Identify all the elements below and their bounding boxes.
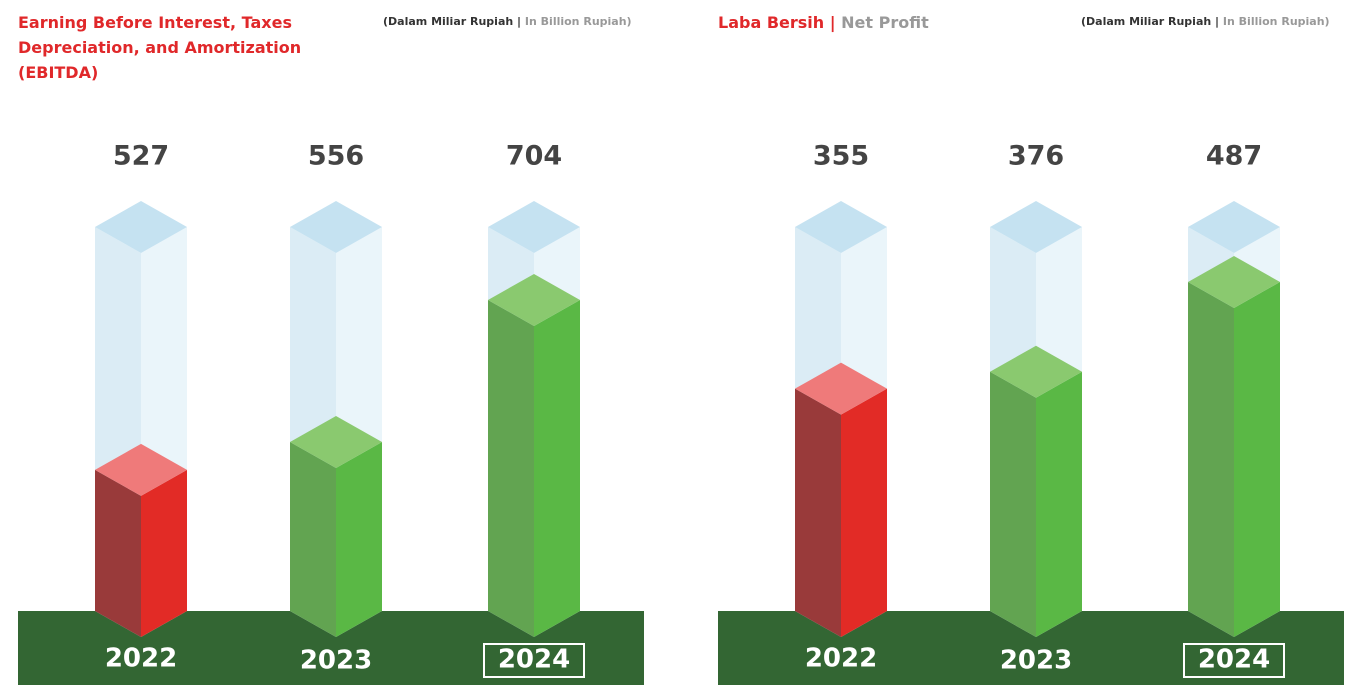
ghost-column-top [488,201,580,253]
subtitle-part: (Dalam Miliar Rupiah | [383,15,522,28]
chart-subtitle: (Dalam Miliar Rupiah | In Billion Rupiah… [1081,15,1330,28]
ghost-column-top [290,201,382,253]
bar-top [488,273,580,326]
value-label: 487 [1206,141,1262,172]
chart-title: Laba Bersih | Net Profit [718,10,929,35]
bar-left [95,469,141,637]
ghost-column-top [95,201,187,253]
bar-left [990,371,1036,637]
bar-left [488,299,534,637]
bar-right [141,469,187,637]
bar-top [990,345,1082,398]
ghost-column-top [1188,201,1280,253]
bar-left [795,388,841,637]
x-tick-label: 2024 [498,645,570,675]
bar-top [1188,255,1280,308]
subtitle-part: In Billion Rupiah) [1222,15,1330,28]
bar-left [290,442,336,637]
x-tick-label: 2024 [1198,645,1270,675]
bar-left [1188,281,1234,637]
chart-subtitle: (Dalam Miliar Rupiah | In Billion Rupiah… [383,15,632,28]
ghost-column-top [990,201,1082,253]
value-label: 704 [506,141,562,172]
bar-top [95,443,187,496]
bar-right [534,299,580,637]
bar-right [336,442,382,637]
highlight-box [1183,643,1285,678]
x-tick-label: 2022 [805,644,877,674]
value-label: 355 [813,141,869,172]
bar-top [795,362,887,415]
ghost-column-top [795,201,887,253]
title-part: Laba Bersih | [718,13,836,32]
x-tick-label: 2023 [1000,646,1072,676]
subtitle-part: In Billion Rupiah) [524,15,632,28]
bar-right [1234,281,1280,637]
bar-right [1036,371,1082,637]
value-label: 527 [113,141,169,172]
value-label: 556 [308,141,364,172]
subtitle-part: (Dalam Miliar Rupiah | [1081,15,1220,28]
x-tick-label: 2022 [105,644,177,674]
x-tick-label: 2023 [300,646,372,676]
highlight-box [483,643,585,678]
bar-top [290,416,382,469]
value-label: 376 [1008,141,1064,172]
title-part: Earning Before Interest, Taxes Depreciat… [18,13,302,82]
bar-right [841,388,887,637]
title-part: Net Profit [841,13,929,32]
chart-title: Earning Before Interest, Taxes Depreciat… [18,10,308,85]
